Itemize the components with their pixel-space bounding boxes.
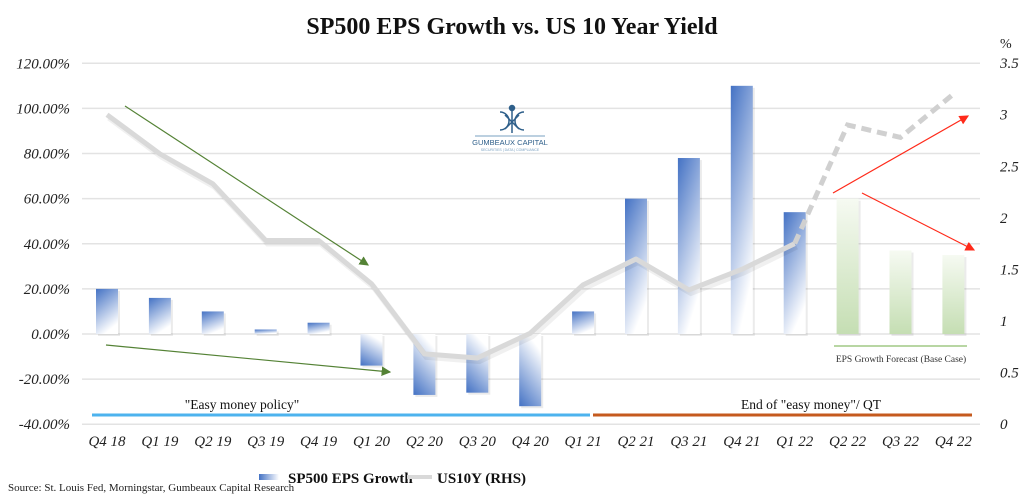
yield-line-forecast — [792, 92, 955, 245]
x-axis-tick: Q4 21 — [723, 434, 760, 450]
x-axis-tick: Q2 21 — [617, 434, 654, 450]
x-axis-tick: Q4 22 — [935, 434, 973, 450]
trend-arrow-yield-down — [124, 105, 370, 266]
logo-name: GUMBEAUX CAPITAL — [472, 138, 548, 147]
yield-line — [105, 112, 796, 361]
right-axis-tick: 2 — [1000, 211, 1008, 227]
right-axis-tick: 0 — [1000, 417, 1008, 433]
right-axis-tick: 1 — [1000, 314, 1008, 330]
easy-money-label: "Easy money policy" — [185, 397, 300, 412]
qt-label: End of "easy money"/ QT — [741, 397, 882, 412]
eps-bar — [783, 212, 806, 334]
legend-label-yield: US10Y (RHS) — [437, 471, 526, 487]
right-axis-tick: 0.5 — [1000, 365, 1019, 381]
trend-arrow-eps-down-forecast — [861, 192, 976, 251]
x-axis-tick: Q4 20 — [512, 434, 550, 450]
eps-bar — [360, 334, 383, 366]
x-axis-tick: Q3 19 — [247, 434, 285, 450]
x-axis-tick: Q3 21 — [670, 434, 707, 450]
right-axis-tick: 1.5 — [1000, 262, 1019, 278]
eps-bar — [519, 334, 542, 407]
left-axis-tick: -40.00% — [19, 417, 70, 433]
right-axis-unit: % — [1000, 37, 1012, 52]
x-axis-tick: Q3 20 — [459, 434, 497, 450]
chart-title: SP500 EPS Growth vs. US 10 Year Yield — [306, 14, 718, 40]
trend-arrow-yield-up — [832, 115, 970, 194]
eps-bar — [572, 311, 595, 334]
left-axis-tick: 120.00% — [16, 56, 70, 72]
eps-bar — [677, 158, 700, 334]
x-axis-tick: Q1 21 — [565, 434, 602, 450]
eps-bar — [254, 329, 277, 334]
source-note: Source: St. Louis Fed, Morningstar, Gumb… — [8, 482, 295, 494]
left-axis-tick: 20.00% — [24, 282, 70, 298]
logo-tagline: SECURITIES | DATA | COMPLIANCE — [481, 148, 540, 152]
x-axis-tick: Q1 22 — [776, 434, 814, 450]
x-axis-tick: Q1 19 — [141, 434, 179, 450]
trend-arrow-eps-down — [105, 344, 392, 376]
x-axis-tick: Q2 19 — [194, 434, 232, 450]
right-axis-tick: 3.5 — [999, 56, 1019, 72]
left-axis-tick: 0.00% — [31, 327, 70, 343]
forecast-bar — [889, 250, 912, 334]
right-axis-tick: 3 — [999, 108, 1008, 124]
eps-bar — [201, 311, 224, 334]
forecast-label: EPS Growth Forecast (Base Case) — [836, 354, 966, 365]
eps-bar — [625, 198, 647, 334]
x-axis-tick: Q1 20 — [353, 434, 391, 450]
fleur-de-lis-icon — [499, 104, 525, 133]
forecast-bar — [836, 198, 859, 334]
legend-swatch-eps — [259, 474, 279, 480]
right-axis-tick: 2.5 — [1000, 159, 1019, 175]
eps-bar — [307, 322, 330, 334]
legend: SP500 EPS Growth US10Y (RHS) — [259, 471, 526, 487]
eps-bar — [96, 288, 118, 334]
x-axis-tick: Q4 18 — [88, 434, 126, 450]
eps-bar — [148, 297, 171, 334]
legend-label-eps: SP500 EPS Growth — [288, 471, 413, 487]
eps-bar — [730, 85, 753, 335]
x-axis-tick: Q2 22 — [829, 434, 867, 450]
left-axis-tick: 40.00% — [24, 237, 70, 253]
x-axis-tick: Q2 20 — [406, 434, 444, 450]
left-axis-tick: 80.00% — [24, 147, 70, 163]
left-axis-tick: 100.00% — [16, 101, 70, 117]
x-axis-tick: Q4 19 — [300, 434, 338, 450]
eps-bar — [466, 334, 489, 393]
left-axis-tick: -20.00% — [19, 372, 70, 388]
gumbeaux-capital-logo: GUMBEAUX CAPITAL SECURITIES | DATA | COM… — [472, 104, 548, 152]
left-axis-tick: 60.00% — [24, 192, 70, 208]
x-axis-tick: Q3 22 — [882, 434, 920, 450]
forecast-bar — [942, 255, 965, 334]
